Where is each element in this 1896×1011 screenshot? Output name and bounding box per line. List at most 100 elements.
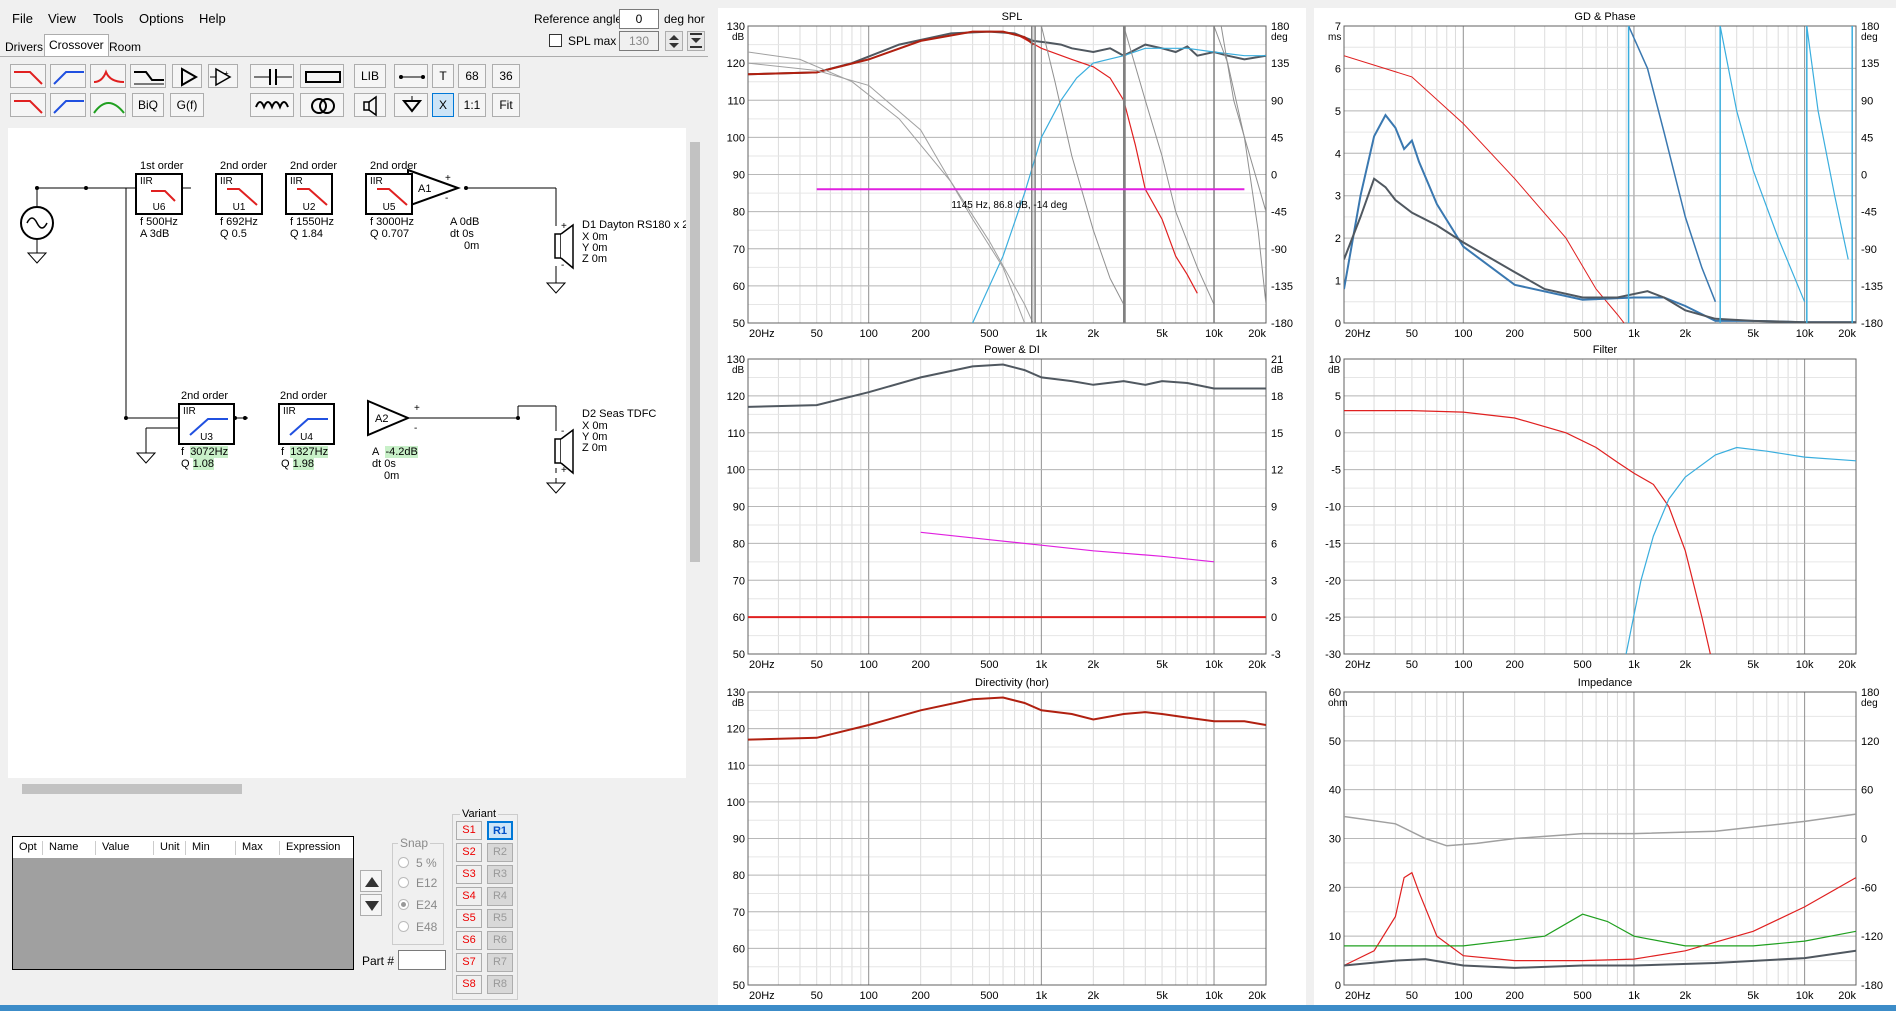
filter-block-u4[interactable]: IIR U4 [278, 403, 335, 445]
reference-angle-input[interactable]: 0 [619, 9, 659, 29]
u4-f-value[interactable]: 1327Hz [290, 446, 329, 458]
resistor-button[interactable] [300, 64, 344, 88]
menu-options[interactable]: Options [139, 11, 184, 26]
variant-s4-button[interactable]: S4 [456, 887, 482, 906]
col-unit[interactable]: Unit [154, 841, 186, 855]
variant-s8-button[interactable]: S8 [456, 975, 482, 994]
u3-q-value[interactable]: 1.08 [192, 458, 215, 470]
graph-impedance[interactable]: Impedance 60 50 40 30 20 10 0 180 120 60 0 -60 -120 -1… [1314, 674, 1896, 1005]
variant-s5-button[interactable]: S5 [456, 909, 482, 928]
snap-option-e12[interactable]: E12 [398, 876, 437, 890]
move-up-button[interactable] [360, 870, 382, 892]
graph-power[interactable]: Power & DI 130 120 110 100 90 80 70 60 50 21 18 15 12… [718, 341, 1306, 674]
text-button[interactable]: T [432, 64, 454, 88]
u5-name: U5 [382, 202, 396, 213]
driver1-name[interactable]: D1 Dayton RS180 x 2 [582, 219, 689, 231]
col-name[interactable]: Name [43, 841, 96, 855]
spl-max-reset-button[interactable] [687, 31, 705, 51]
snap-option-5pct[interactable]: 5 % [398, 856, 437, 870]
canvas-horizontal-scroll-thumb[interactable] [22, 784, 242, 794]
variant-r4-button[interactable]: R4 [487, 887, 513, 906]
variant-r6-button[interactable]: R6 [487, 931, 513, 950]
lowpass-red-button[interactable] [10, 64, 46, 88]
graph-directivity-xtick: 100 [860, 990, 878, 1002]
filter-block-u5[interactable]: IIR U5 [365, 173, 413, 215]
variant-s6-button[interactable]: S6 [456, 931, 482, 950]
zoom-68-button[interactable]: 68 [458, 64, 486, 88]
col-max[interactable]: Max [236, 841, 280, 855]
tab-drivers[interactable]: Drivers [5, 40, 43, 54]
col-min[interactable]: Min [186, 841, 236, 855]
graph-power-y2tick: 15 [1271, 428, 1283, 440]
highpass-blue-button[interactable] [50, 64, 86, 88]
graph-gd-y2tick: -45 [1861, 207, 1877, 219]
gf-button[interactable]: G(f) [170, 93, 204, 117]
transformer-button[interactable] [300, 93, 344, 117]
variant-r2-button[interactable]: R2 [487, 843, 513, 862]
variant-r5-button[interactable]: R5 [487, 909, 513, 928]
u3-f-value[interactable]: 3072Hz [190, 446, 229, 458]
a2-a-value[interactable]: -4.2dB [385, 446, 418, 458]
zoom-1-1-button[interactable]: 1:1 [458, 93, 486, 117]
menu-tools[interactable]: Tools [93, 11, 124, 26]
menu-help[interactable]: Help [199, 11, 226, 26]
ground-button[interactable] [394, 93, 428, 117]
bandpass-green-button[interactable] [90, 93, 126, 117]
spl-max-input[interactable]: 130 [619, 31, 659, 51]
graph-spl-ytick: 120 [727, 58, 745, 70]
speaker-button[interactable] [354, 93, 386, 117]
graph-directivity[interactable]: Directivity (hor) 130 120 110 100 90 80 70 60 50 d… [718, 674, 1306, 1005]
capacitor-button[interactable] [250, 64, 294, 88]
spl-max-up-button[interactable] [665, 31, 683, 51]
filter-block-u3[interactable]: IIR U3 [178, 403, 235, 445]
highpass-blue-2-button[interactable] [50, 93, 86, 117]
variant-r8-button[interactable]: R8 [487, 975, 513, 994]
biq-button[interactable]: BiQ [132, 93, 164, 117]
move-down-button[interactable] [360, 894, 382, 916]
col-opt[interactable]: Opt [13, 841, 43, 855]
snap-option-e24[interactable]: E24 [398, 898, 437, 912]
graph-filter[interactable]: Filter 10 5 0 -5 -10 -15 -20 -25 -30 dB 20Hz 50 100 20… [1314, 341, 1896, 674]
lib-button[interactable]: LIB [354, 64, 386, 88]
filter-block-u6[interactable]: IIR U6 [135, 173, 183, 215]
optimizer-table[interactable]: Opt Name Value Unit Min Max Expression [12, 836, 354, 970]
zoom-36-button[interactable]: 36 [492, 64, 520, 88]
graph-gd[interactable]: GD & Phase 7 6 5 4 3 2 1 0 180 135 90 45 0 -45 -90 -135 -… [1314, 8, 1896, 343]
schematic-canvas[interactable]: A1 + - A2 + - + - - + 1st order IIR U6 f… [8, 128, 689, 778]
lowpass-red-2-button[interactable] [10, 93, 46, 117]
variant-s3-button[interactable]: S3 [456, 865, 482, 884]
variant-s7-button[interactable]: S7 [456, 953, 482, 972]
variant-s2-button[interactable]: S2 [456, 843, 482, 862]
shelf-button[interactable] [130, 64, 166, 88]
canvas-vertical-scroll-thumb[interactable] [690, 142, 700, 562]
spl-max-checkbox[interactable] [549, 34, 562, 47]
amplifier-button[interactable] [172, 64, 202, 88]
fit-button[interactable]: Fit [492, 93, 520, 117]
u1-type: IIR [220, 176, 233, 187]
col-value[interactable]: Value [96, 841, 154, 855]
menu-file[interactable]: File [12, 11, 33, 26]
peak-red-button[interactable] [90, 64, 126, 88]
variant-s1-button[interactable]: S1 [456, 821, 482, 840]
inductor-button[interactable] [250, 93, 294, 117]
snap-option-e48[interactable]: E48 [398, 920, 437, 934]
x-toggle-button[interactable]: X [432, 93, 454, 117]
canvas-vertical-scrollbar[interactable] [686, 128, 704, 778]
u4-q-value[interactable]: 1.98 [292, 458, 315, 470]
menu-view[interactable]: View [48, 11, 76, 26]
part-number-input[interactable] [398, 950, 446, 970]
variant-r1-button[interactable]: R1 [487, 821, 513, 840]
u4-q-label: Q [281, 458, 290, 470]
variant-r7-button[interactable]: R7 [487, 953, 513, 972]
col-expression[interactable]: Expression [286, 841, 341, 853]
filter-block-u1[interactable]: IIR U1 [215, 173, 263, 215]
wire-button[interactable] [394, 64, 428, 88]
canvas-horizontal-scrollbar[interactable] [8, 780, 686, 798]
tab-room[interactable]: Room [109, 40, 142, 54]
variant-r3-button[interactable]: R3 [487, 865, 513, 884]
summer-button[interactable]: + [208, 64, 238, 88]
graph-spl[interactable]: SPL 130 120 110 100 90 80 70 60 50 180 135 90 45 0 -45 -… [718, 8, 1306, 343]
tab-crossover[interactable]: Crossover [44, 34, 109, 56]
filter-block-u2[interactable]: IIR U2 [285, 173, 333, 215]
driver2-name[interactable]: D2 Seas TDFC [582, 408, 657, 420]
